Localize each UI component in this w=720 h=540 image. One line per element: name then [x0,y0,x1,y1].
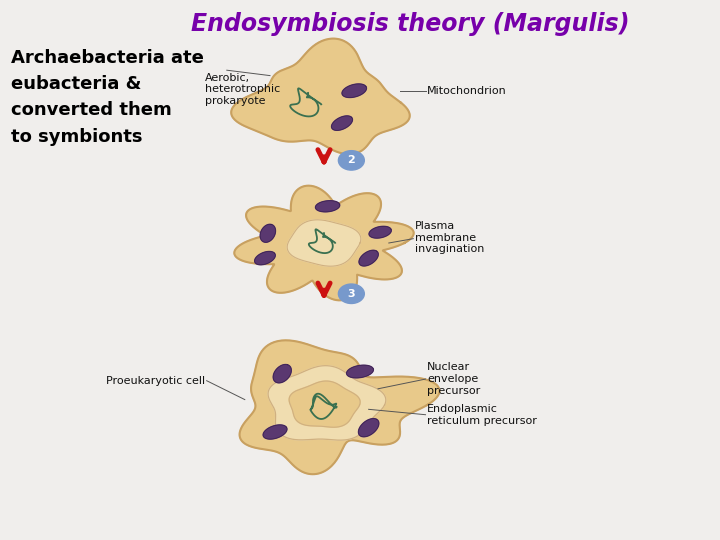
Polygon shape [359,418,379,437]
Polygon shape [342,84,366,98]
Circle shape [338,284,364,303]
Polygon shape [369,226,391,238]
Text: 3: 3 [348,289,355,299]
Text: 2: 2 [348,156,355,165]
Polygon shape [260,224,276,242]
Polygon shape [346,365,374,378]
Polygon shape [289,381,360,427]
Text: Nuclear
envelope
precursor: Nuclear envelope precursor [427,362,480,396]
Polygon shape [315,201,340,212]
Polygon shape [231,38,410,154]
Polygon shape [287,220,361,266]
Polygon shape [268,366,386,440]
Text: Mitochondrion: Mitochondrion [427,86,507,96]
Polygon shape [234,186,414,300]
Text: Aerobic,
heterotrophic
prokaryote: Aerobic, heterotrophic prokaryote [205,73,281,106]
Polygon shape [273,364,292,383]
Text: Proeukaryotic cell: Proeukaryotic cell [106,376,205,386]
Polygon shape [240,340,439,474]
Polygon shape [359,250,378,266]
Text: Plasma
membrane
invagination: Plasma membrane invagination [415,221,484,254]
Polygon shape [263,425,287,439]
Text: Endosymbiosis theory (Margulis): Endosymbiosis theory (Margulis) [191,12,630,36]
Polygon shape [331,116,353,130]
Text: Archaebacteria ate
eubacteria &
converted them
to symbionts: Archaebacteria ate eubacteria & converte… [11,49,204,146]
Text: Endoplasmic
reticulum precursor: Endoplasmic reticulum precursor [427,404,537,426]
Circle shape [338,151,364,170]
Polygon shape [255,252,275,265]
